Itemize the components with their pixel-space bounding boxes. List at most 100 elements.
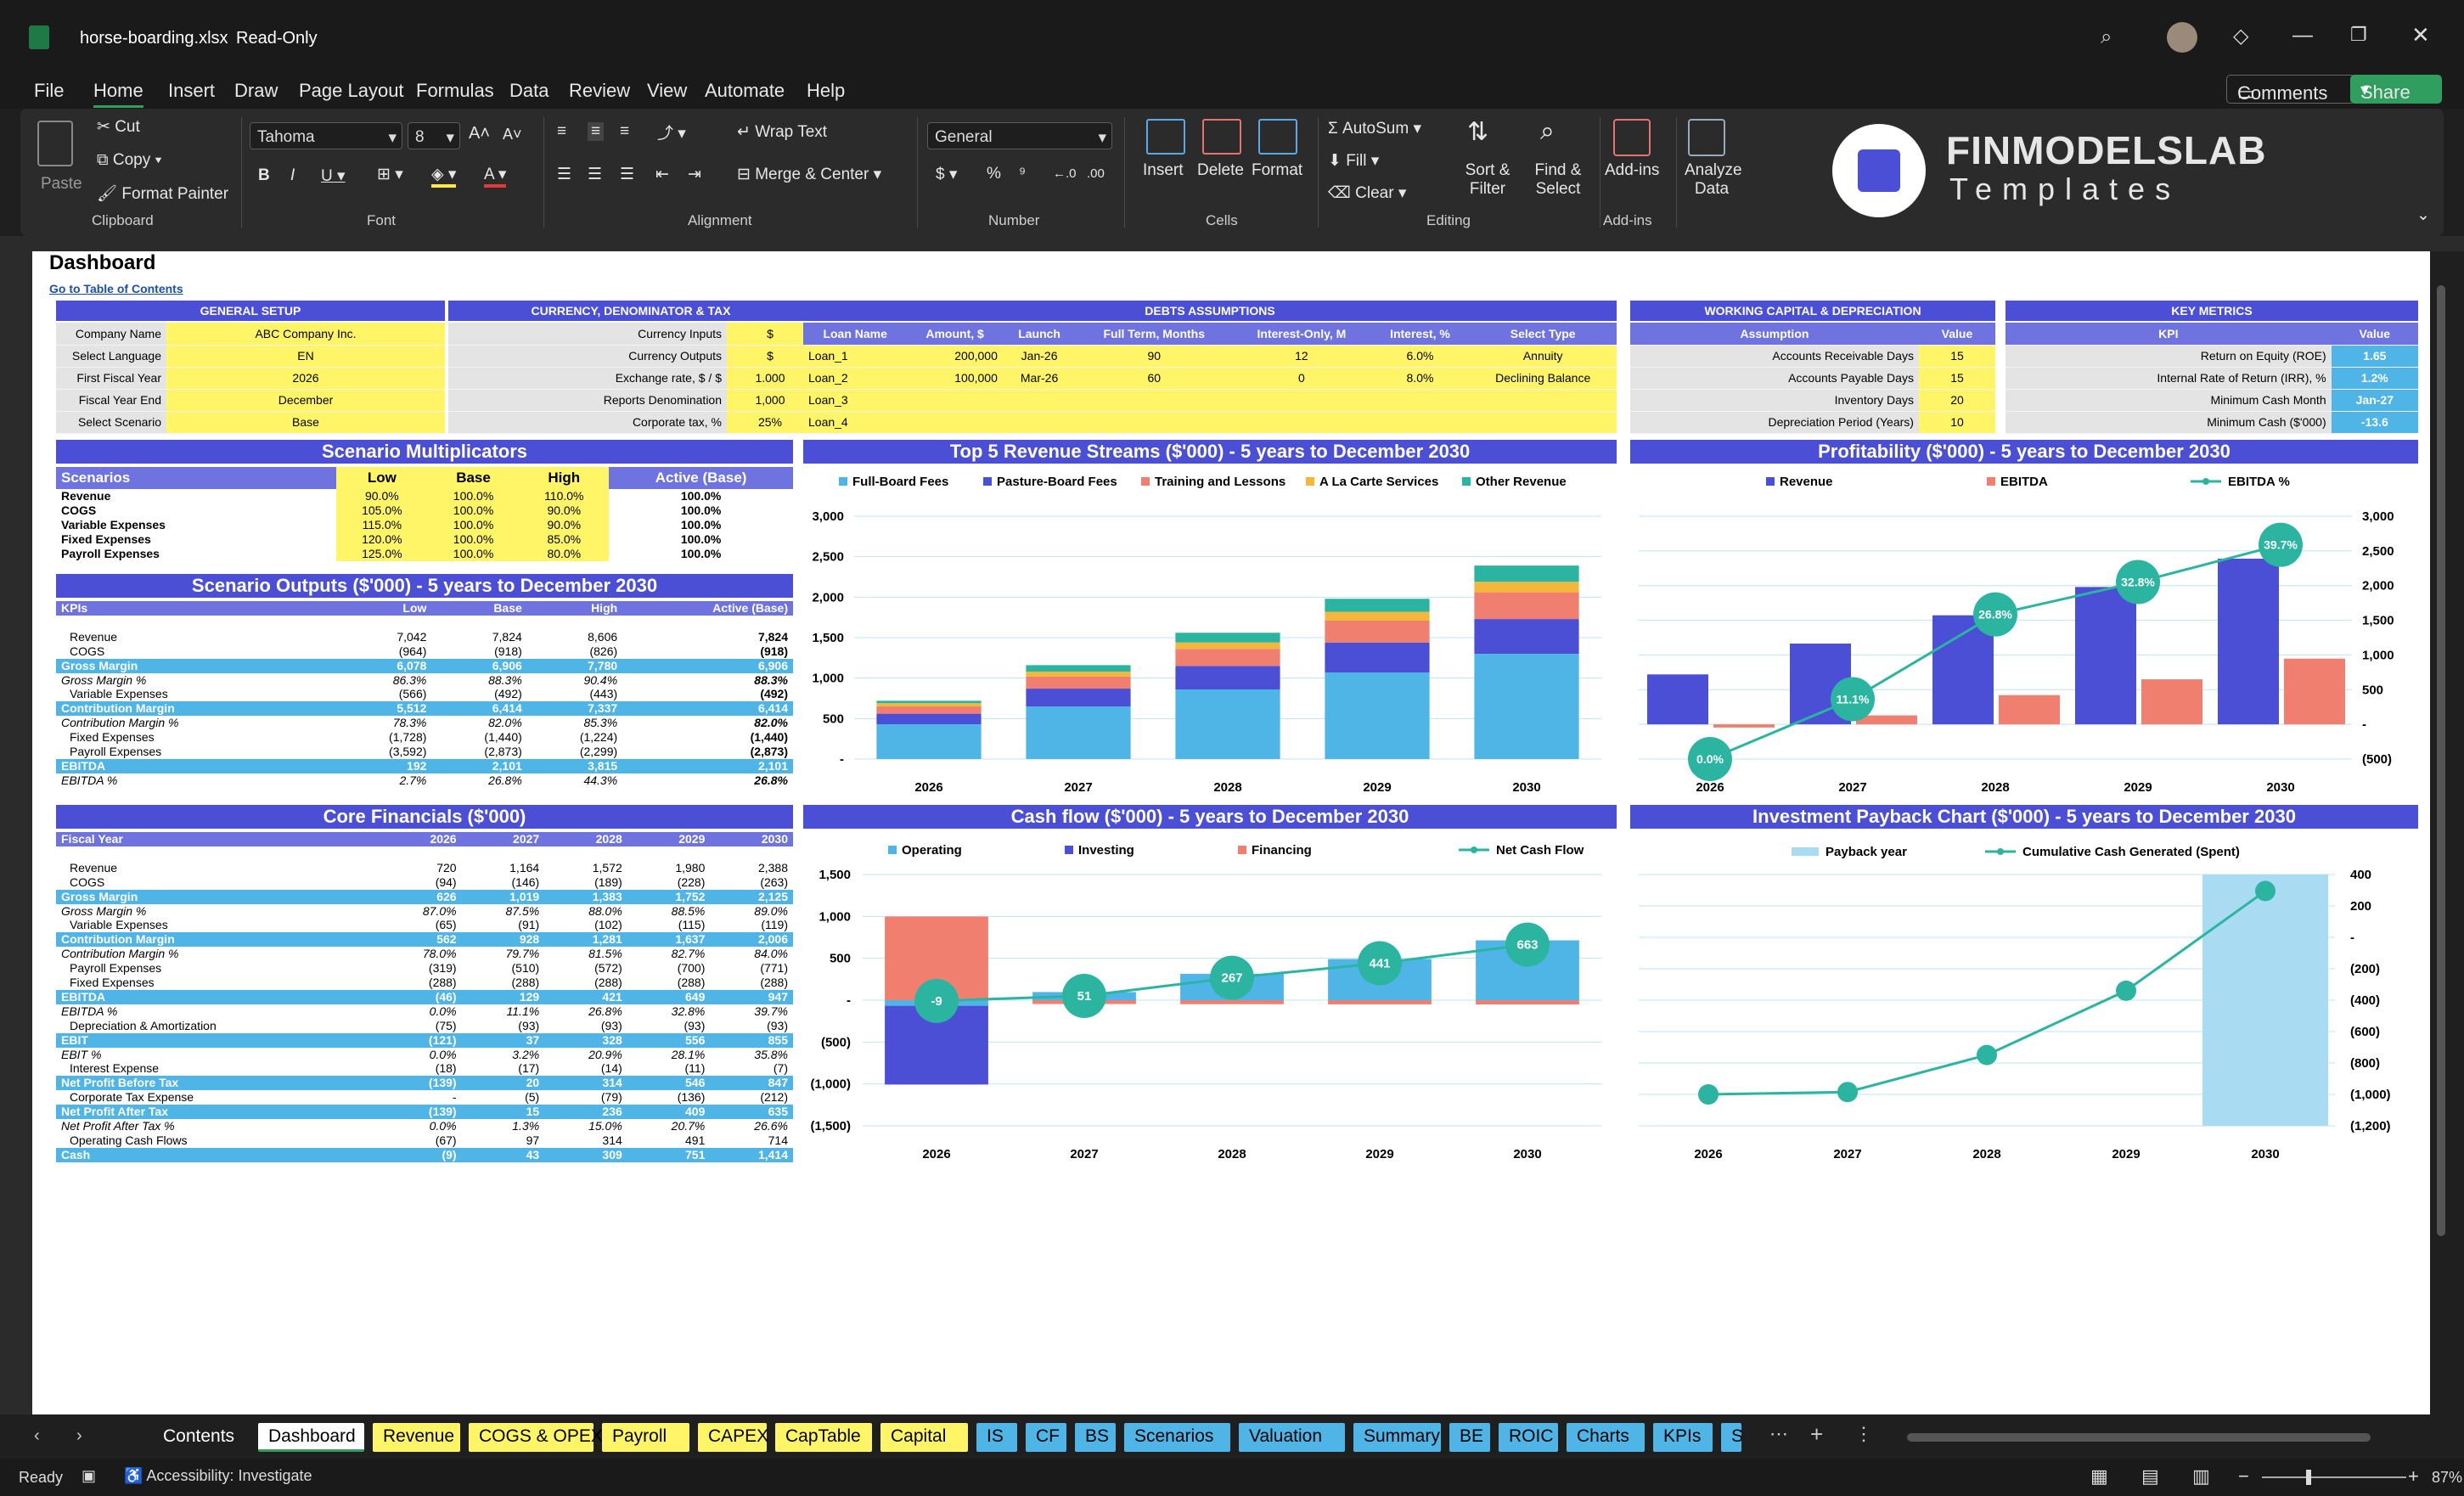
delete-cells-icon[interactable] (1202, 119, 1241, 155)
table-cell[interactable]: 79.7% (505, 947, 540, 961)
tab-capex[interactable]: CAPEX (698, 1423, 768, 1452)
table-cell[interactable]: Payroll Expenses (70, 961, 162, 976)
table-cell[interactable]: 314 (544, 1076, 627, 1091)
table-cell[interactable]: (65) (435, 918, 457, 932)
table-cell[interactable]: 562 (379, 932, 462, 948)
increase-decimal-icon[interactable]: ←.0 (1053, 166, 1077, 181)
table-cell[interactable]: EBITDA (56, 758, 336, 773)
table-cell[interactable]: Corporate Tax Expense (70, 1090, 194, 1105)
table-cell[interactable]: 0.0% (429, 1004, 457, 1018)
table-cell[interactable]: Select Language (56, 345, 166, 368)
table-cell[interactable]: 314 (602, 1133, 622, 1148)
table-cell[interactable]: ABC Company Inc. (166, 323, 445, 346)
table-cell[interactable] (1469, 411, 1617, 434)
currency-icon[interactable]: $ ▾ (936, 166, 958, 183)
table-cell[interactable]: 20.9% (588, 1047, 622, 1061)
table-cell[interactable]: 635 (710, 1105, 793, 1120)
find-select-button[interactable]: Find & Select (1534, 161, 1582, 198)
table-cell[interactable]: (94) (435, 875, 457, 889)
table-cell[interactable]: 236 (544, 1105, 627, 1120)
table-cell[interactable]: 1,019 (461, 889, 545, 904)
table-cell[interactable]: (964) (398, 644, 427, 658)
zoom-in-icon[interactable]: + (2408, 1465, 2419, 1487)
table-cell[interactable]: 626 (379, 889, 462, 904)
table-cell[interactable]: (566) (398, 687, 427, 701)
table-cell[interactable]: 1.2% (2331, 367, 2418, 390)
table-cell[interactable]: (119) (761, 918, 788, 932)
table-cell[interactable]: Launch (1002, 323, 1077, 346)
table-cell[interactable]: 26.6% (754, 1119, 788, 1133)
table-cell[interactable]: EBITDA % (61, 773, 118, 787)
table-cell[interactable]: 7,042 (397, 629, 427, 644)
clear-button[interactable]: ⌫ Clear ▾ (1328, 184, 1407, 202)
table-cell[interactable]: 100,000 (907, 367, 1003, 390)
table-cell[interactable]: (288) (760, 976, 788, 990)
table-cell[interactable]: Low (336, 601, 432, 616)
table-cell[interactable]: (918) (494, 644, 522, 658)
table-cell[interactable]: 7,824 (492, 629, 522, 644)
align-center-icon[interactable]: ☰ (588, 166, 603, 183)
align-middle-icon[interactable]: ≡ (588, 122, 605, 141)
tab-revenue[interactable]: Revenue (373, 1423, 460, 1452)
table-cell[interactable]: 60 (1076, 367, 1233, 390)
table-cell[interactable]: Net Profit Before Tax (56, 1076, 379, 1091)
table-cell[interactable]: 32.8% (671, 1004, 706, 1018)
table-cell[interactable]: 26.8% (488, 773, 522, 787)
table-cell[interactable]: 80.0% (519, 546, 610, 561)
table-cell[interactable]: Reports Denomination (448, 389, 727, 412)
table-cell[interactable]: EBIT (56, 1032, 379, 1048)
table-cell[interactable]: 3,815 (526, 758, 623, 773)
table-cell[interactable]: 7,780 (526, 658, 623, 673)
tab-cogs-opex[interactable]: COGS & OPEX (469, 1423, 603, 1452)
table-cell[interactable]: Active (Base) (609, 467, 793, 489)
tab-capital[interactable]: Capital (880, 1423, 968, 1452)
table-cell[interactable]: (93) (767, 1018, 788, 1032)
merge-center-button[interactable]: ⊟ Merge & Center ▾ (737, 166, 882, 183)
table-cell[interactable]: 2027 (461, 832, 545, 846)
table-cell[interactable]: Loan_2 (803, 367, 908, 390)
insert-button[interactable]: Insert (1143, 161, 1184, 179)
table-cell[interactable]: (139) (379, 1105, 462, 1120)
table-cell[interactable]: 5,512 (336, 701, 432, 717)
table-cell[interactable] (1370, 389, 1470, 412)
table-cell[interactable]: -13.6 (2331, 411, 2418, 434)
zoom-slider-thumb[interactable] (2306, 1470, 2311, 1485)
table-cell[interactable]: 491 (685, 1133, 706, 1148)
comments-button[interactable]: ▭ Comments (2226, 75, 2355, 104)
table-cell[interactable]: 125.0% (336, 546, 428, 561)
table-cell[interactable]: 421 (544, 989, 627, 1004)
table-cell[interactable]: 100.0% (680, 531, 722, 546)
table-cell[interactable]: (1,728) (389, 730, 427, 745)
font-color-icon[interactable]: A ▾ (484, 165, 507, 188)
table-cell[interactable]: 751 (627, 1147, 711, 1162)
collapse-ribbon-icon[interactable]: ⌄ (2416, 206, 2430, 224)
table-cell[interactable]: (1,224) (579, 730, 618, 745)
table-cell[interactable]: 2,006 (710, 932, 793, 948)
table-cell[interactable]: Corporate tax, % (448, 411, 727, 434)
table-cell[interactable]: 15 (461, 1105, 545, 1120)
table-cell[interactable]: 556 (627, 1032, 711, 1048)
table-cell[interactable]: 100.0% (680, 546, 722, 560)
table-cell[interactable]: 2030 (710, 832, 793, 846)
align-top-icon[interactable]: ≡ (557, 122, 567, 140)
table-cell[interactable]: First Fiscal Year (56, 367, 166, 390)
table-cell[interactable]: Jan-27 (2331, 389, 2418, 412)
table-cell[interactable] (1232, 411, 1371, 434)
accessibility-status[interactable]: ♿ Accessibility: Investigate (124, 1467, 312, 1484)
table-cell[interactable]: 847 (710, 1076, 793, 1091)
tab-bs[interactable]: BS (1075, 1423, 1116, 1452)
table-cell[interactable]: 11.1% (506, 1004, 540, 1018)
table-cell[interactable]: Select Type (1469, 323, 1617, 346)
table-cell[interactable]: 8.0% (1370, 367, 1470, 390)
table-cell[interactable]: 0.0% (429, 1119, 457, 1133)
tab-is[interactable]: IS (976, 1423, 1017, 1452)
number-format-select[interactable]: General ▾ (927, 122, 1112, 149)
table-cell[interactable]: (115) (678, 918, 706, 932)
table-cell[interactable] (1002, 411, 1077, 434)
table-cell[interactable]: 714 (768, 1133, 788, 1148)
table-cell[interactable]: Mar-26 (1002, 367, 1077, 390)
format-cells-icon[interactable] (1258, 119, 1297, 155)
table-cell[interactable]: Accounts Payable Days (1630, 367, 1919, 390)
table-cell[interactable]: Gross Margin (56, 658, 336, 673)
table-cell[interactable]: 25% (727, 411, 813, 434)
